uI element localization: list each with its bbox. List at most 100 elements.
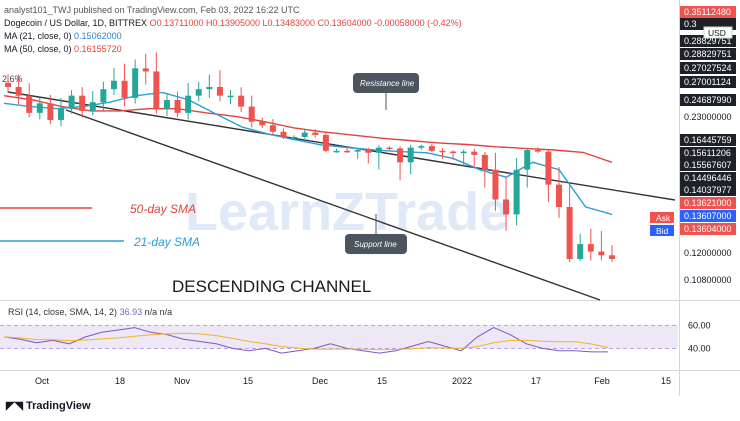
- rsi-line: [3, 327, 608, 354]
- price-label-bg: [680, 6, 736, 18]
- candle-body: [269, 125, 276, 132]
- price-label-bg: [680, 147, 736, 159]
- price-label-bg: [680, 172, 736, 184]
- time-axis-label: 15: [243, 376, 253, 386]
- ma50-line: MA (50, close, 0) 0.16155720: [4, 43, 462, 56]
- candle-body: [185, 95, 192, 113]
- candle-body: [47, 103, 54, 120]
- time-axis-label: 15: [377, 376, 387, 386]
- ask-label: Ask: [656, 213, 671, 223]
- candle-body: [524, 150, 531, 170]
- time-axis-label: 18: [115, 376, 125, 386]
- candle-body: [333, 150, 340, 153]
- candle-body: [375, 147, 382, 153]
- channel-title: DESCENDING CHANNEL: [172, 277, 371, 296]
- candle-body: [566, 206, 573, 259]
- footer: ◤◥ TradingView: [0, 396, 740, 416]
- candle-body: [418, 146, 425, 148]
- price-label: 0.23000000: [684, 112, 732, 122]
- price-label: 0.15611206: [684, 148, 731, 158]
- candle-body: [365, 150, 372, 153]
- price-label-bg: [680, 223, 736, 235]
- candle-body: [587, 244, 594, 252]
- candle-body: [428, 146, 435, 151]
- candle-body: [110, 80, 117, 90]
- price-label-bg: [680, 184, 736, 196]
- support-line: [65, 109, 601, 301]
- price-label-bg: [680, 210, 736, 222]
- price-label-bg: [680, 94, 736, 106]
- price-label: 0.16445759: [684, 135, 732, 145]
- ask-badge: [650, 212, 674, 223]
- candle-body: [397, 148, 404, 163]
- sma50-annotation: 50-day SMA: [130, 202, 196, 216]
- price-label: 0.3: [684, 19, 697, 29]
- candle-body: [556, 184, 563, 207]
- candle-body: [195, 89, 202, 96]
- ohlc-values: O0.13711000 H0.13905000 L0.13483000 C0.1…: [149, 18, 462, 28]
- time-axis-label: Dec: [312, 376, 329, 386]
- price-label-bg: [680, 48, 736, 60]
- ma50-label: MA (50, close, 0): [4, 44, 72, 54]
- candle-body: [450, 151, 457, 154]
- candle-body: [142, 68, 149, 72]
- time-axis-label: 2022: [452, 376, 472, 386]
- ma21-value: 0.15062000: [74, 31, 122, 41]
- candle-body: [89, 102, 96, 111]
- candle-body: [57, 108, 64, 120]
- price-label: 0.15567607: [684, 160, 732, 170]
- candle-body: [36, 103, 43, 113]
- candle-body: [471, 151, 478, 155]
- price-label-bg: [680, 62, 736, 74]
- candle-body: [492, 169, 499, 200]
- candle-body: [460, 151, 467, 154]
- time-axis-label: Oct: [35, 376, 50, 386]
- bid-badge: [650, 225, 674, 236]
- candle-body: [132, 68, 139, 98]
- candle-body: [322, 134, 329, 151]
- candle-body: [513, 169, 520, 215]
- time-axis-label: 17: [531, 376, 541, 386]
- ma21-line: [3, 91, 613, 216]
- ma50-line: [3, 95, 613, 163]
- time-axis-label: 15: [661, 376, 671, 386]
- rsi-axis-label: 60.00: [688, 320, 711, 330]
- time-axis-label: Feb: [594, 376, 610, 386]
- price-label: 0.13604000: [684, 224, 732, 234]
- candle-body: [481, 154, 488, 170]
- candle-body: [153, 71, 160, 109]
- price-label: 0.28829751: [684, 36, 732, 46]
- sma21-annotation: 21-day SMA: [133, 235, 200, 249]
- rsi-header: RSI (14, close, SMA, 14, 2) 36.93 n/a n/…: [8, 307, 172, 317]
- rsi-sma-line: [3, 332, 609, 351]
- price-label: 0.13607000: [684, 211, 732, 221]
- price-label: 0.12000000: [684, 248, 732, 258]
- time-axis-label: Nov: [174, 376, 191, 386]
- brand-label: TradingView: [25, 400, 91, 412]
- ma21-label: MA (21, close, 0): [4, 31, 72, 41]
- candle-body: [577, 244, 584, 259]
- watermark: LearnZTrade: [185, 182, 509, 242]
- candle-body: [174, 100, 181, 113]
- support-callout-label: Support line: [354, 240, 397, 249]
- chart-header: analyst101_TWJ published on TradingView.…: [4, 4, 462, 56]
- price-label: 0.10800000: [684, 275, 732, 285]
- candle-body: [259, 121, 266, 126]
- candle-body: [216, 87, 223, 96]
- price-label: 0.14037977: [684, 185, 732, 195]
- currency-label: USD: [708, 28, 726, 38]
- candle-body: [545, 151, 552, 185]
- resistance-callout-box: [353, 73, 419, 93]
- price-label: 0.13621000: [684, 198, 732, 208]
- tradingview-logo[interactable]: ◤◥ TradingView: [6, 399, 91, 412]
- price-label-bg: [680, 197, 736, 209]
- candle-body: [301, 132, 308, 137]
- resistance-callout-label: Resistance line: [360, 79, 415, 88]
- price-label-bg: [680, 134, 736, 146]
- price-label: 0.28829751: [684, 49, 732, 59]
- candle-body: [68, 95, 75, 109]
- candle-body: [15, 87, 22, 96]
- candle-body: [163, 100, 170, 109]
